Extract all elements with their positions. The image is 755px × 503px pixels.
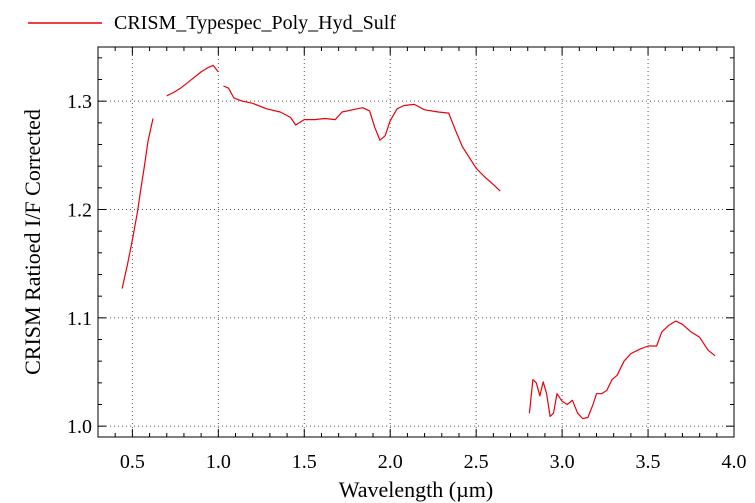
x-tick-label: 2.0: [378, 451, 403, 473]
series-layer: [121, 64, 716, 420]
series-line-segment: [121, 118, 154, 289]
y-tick-label: 1.3: [67, 91, 92, 113]
y-tick-label: 1.0: [67, 416, 92, 438]
y-tick-label: 1.1: [67, 308, 92, 330]
x-tick-label: 4.0: [722, 451, 747, 473]
legend-label: CRISM_Typespec_Poly_Hyd_Sulf: [114, 12, 396, 34]
ticks: [98, 47, 735, 437]
y-tick-label: 1.2: [67, 200, 92, 222]
x-tick-label: 3.0: [550, 451, 575, 473]
series-line-segment: [528, 320, 716, 420]
tick-labels: 0.5 1.0 1.5 2.0 2.5 3.0 3.5 4.0 1.0 1.1 1.2 1.3: [67, 91, 747, 473]
legend: CRISM_Typespec_Poly_Hyd_Sulf: [28, 12, 396, 34]
x-tick-label: 3.5: [636, 451, 661, 473]
series-line-segment: [166, 64, 219, 97]
x-tick-label: 2.5: [464, 451, 489, 473]
y-axis-label: CRISM Ratioed I/F Corrected: [20, 109, 45, 375]
series-line-segment: [223, 85, 501, 192]
x-tick-label: 1.5: [292, 451, 317, 473]
gridlines: [98, 47, 734, 437]
x-axis-label: Wavelength (µm): [339, 477, 493, 502]
plot-frame: [97, 46, 735, 438]
x-tick-label: 1.0: [206, 451, 231, 473]
x-tick-label: 0.5: [120, 451, 145, 473]
